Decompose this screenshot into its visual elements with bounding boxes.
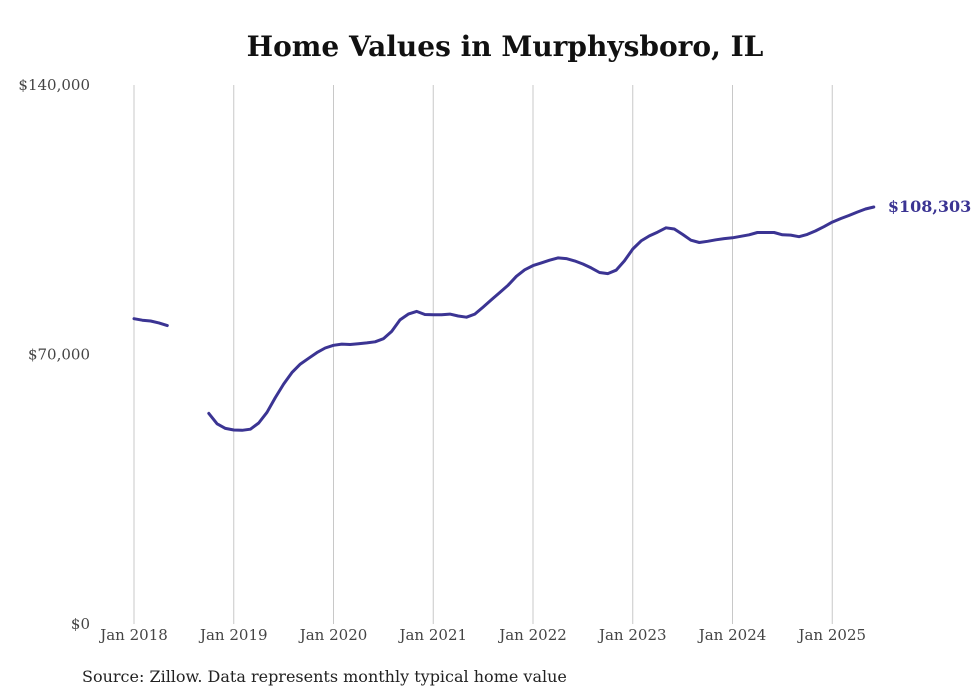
y-tick-label: $70,000: [28, 346, 90, 364]
x-tick-label: Jan 2024: [697, 626, 767, 644]
x-tick-label: Jan 2019: [198, 626, 268, 644]
y-tick-label: $0: [71, 615, 90, 633]
y-tick-label: $140,000: [18, 76, 90, 94]
x-tick-label: Jan 2021: [397, 626, 467, 644]
x-tick-label: Jan 2022: [497, 626, 567, 644]
source-note: Source: Zillow. Data represents monthly …: [82, 667, 567, 686]
end-value-label: $108,303: [888, 197, 972, 216]
y-axis-ticks: $0 $70,000 $140,000: [18, 76, 90, 633]
x-tick-label: Jan 2020: [298, 626, 368, 644]
x-tick-label: Jan 2018: [98, 626, 168, 644]
series-lines: [132, 205, 876, 432]
series-line-segment: [132, 317, 169, 328]
x-tick-label: Jan 2023: [597, 626, 667, 644]
series-line-segment: [207, 205, 876, 432]
chart-title: Home Values in Murphysboro, IL: [246, 30, 764, 63]
gridlines: [133, 85, 833, 624]
x-tick-label: Jan 2025: [796, 626, 866, 644]
x-axis-ticks: Jan 2018 Jan 2019 Jan 2020 Jan 2021 Jan 2022…: [98, 626, 866, 644]
